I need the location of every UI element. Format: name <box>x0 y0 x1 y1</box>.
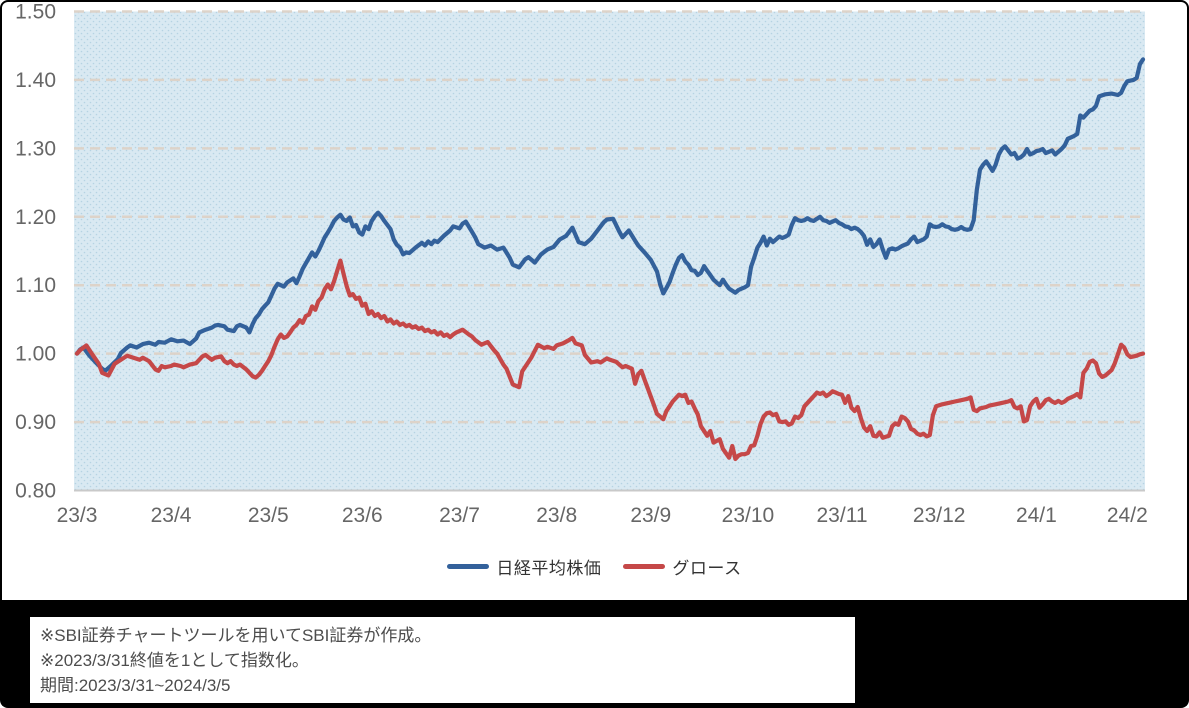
plot-area <box>74 11 1145 491</box>
footnote-box: ※SBI証券チャートツールを用いてSBI証券が作成。 ※2023/3/31終値を… <box>30 617 855 703</box>
gridlines <box>74 10 1145 492</box>
legend-item-growth: グロース <box>623 554 741 579</box>
svg-text:23/3: 23/3 <box>57 504 98 527</box>
data-series-lines <box>74 57 1146 462</box>
svg-text:1.30: 1.30 <box>15 137 56 160</box>
svg-text:23/10: 23/10 <box>722 504 775 527</box>
svg-text:24/1: 24/1 <box>1016 504 1057 527</box>
footnote-source: ※SBI証券チャートツールを用いてSBI証券が作成。 <box>40 626 432 645</box>
y-axis-tick-labels: 0.80 0.90 1.00 1.10 1.20 1.30 1.40 1.50 <box>15 2 56 503</box>
svg-text:1.00: 1.00 <box>15 343 56 366</box>
svg-text:23/6: 23/6 <box>342 504 383 527</box>
growth-line-swatch-icon <box>623 564 666 569</box>
svg-text:23/8: 23/8 <box>536 504 577 527</box>
svg-text:1.40: 1.40 <box>15 69 56 92</box>
index-comparison-line-chart: 0.800.901.001.101.201.301.401.50 23/3 23/… <box>15 2 1148 527</box>
chart-panel: 0.80 0.90 1.00 1.10 1.20 1.30 1.40 1.50 23/3 23/… <box>2 2 1187 600</box>
legend-item-nikkei: 日経平均株価 <box>447 554 601 579</box>
svg-text:23/4: 23/4 <box>151 504 192 527</box>
svg-text:1.10: 1.10 <box>15 274 56 297</box>
svg-text:23/9: 23/9 <box>630 504 671 527</box>
x-axis-tick-labels: 23/3 23/4 23/5 23/6 23/7 23/8 23/9 23/10 23/11 23… <box>57 504 1148 527</box>
svg-text:1.50: 1.50 <box>15 2 56 24</box>
svg-text:0.80: 0.80 <box>15 480 56 503</box>
svg-text:23/7: 23/7 <box>439 504 480 527</box>
svg-text:23/12: 23/12 <box>913 504 966 527</box>
footer-band: ※SBI証券チャートツールを用いてSBI証券が作成。 ※2023/3/31終値を… <box>2 600 1187 706</box>
legend-label-nikkei: 日経平均株価 <box>496 559 602 578</box>
svg-text:23/5: 23/5 <box>248 504 289 527</box>
footnote-period: 期間:2023/3/31~2024/3/5 <box>40 676 231 695</box>
svg-text:1.20: 1.20 <box>15 206 56 229</box>
svg-text:23/11: 23/11 <box>817 504 868 527</box>
svg-text:0.90: 0.90 <box>15 411 56 434</box>
chart-legend: 日経平均株価 グロース <box>2 554 1187 579</box>
nikkei-line-swatch-icon <box>447 564 490 569</box>
legend-label-growth: グロース <box>672 559 742 578</box>
footnote-indexing: ※2023/3/31終値を1として指数化。 <box>40 651 309 670</box>
svg-text:24/2: 24/2 <box>1107 504 1148 527</box>
